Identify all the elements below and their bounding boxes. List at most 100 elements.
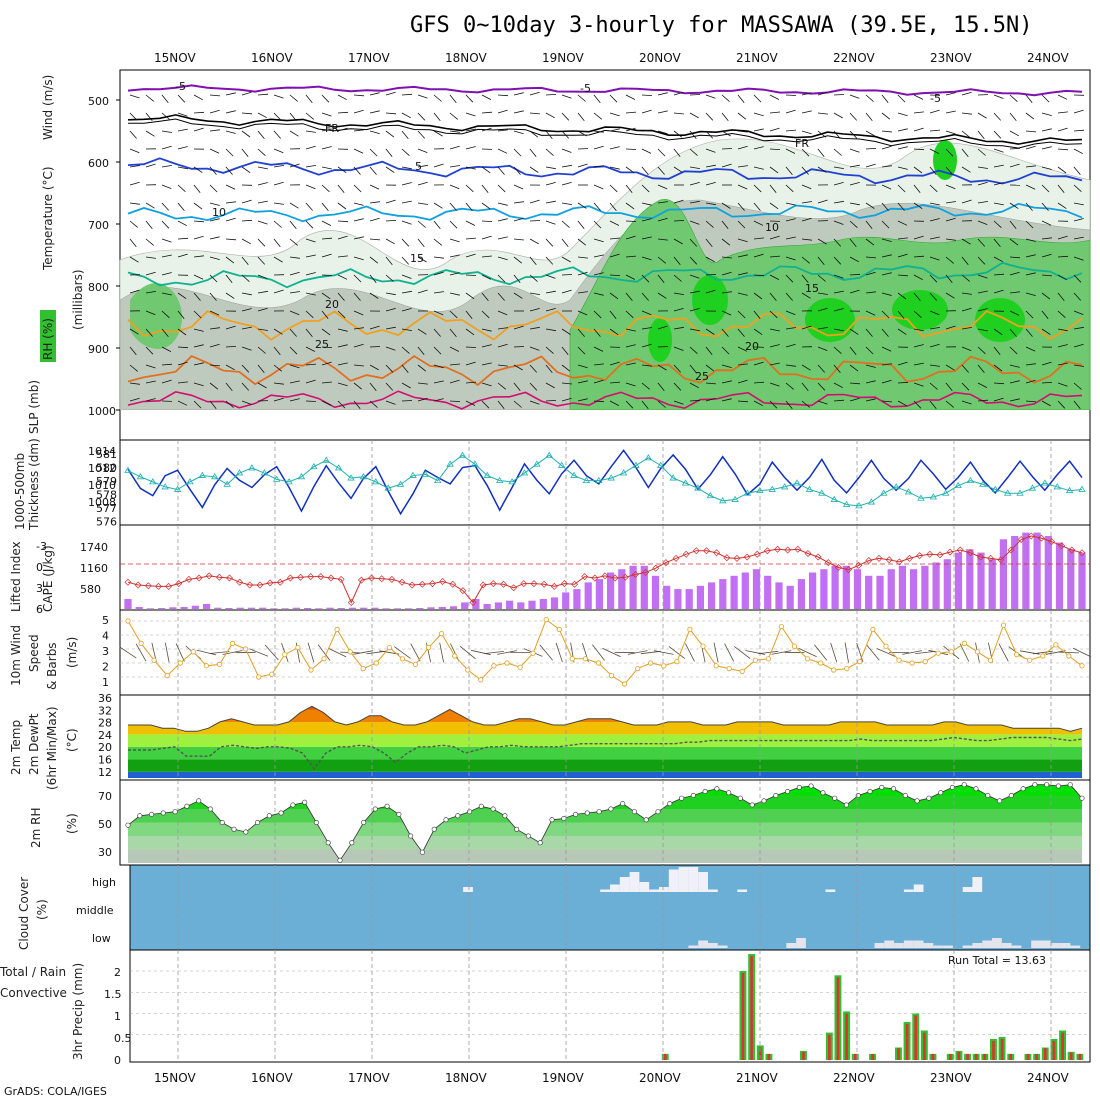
wind-barb [913,328,924,332]
wind-barb [321,94,330,103]
wind-barb [129,181,140,186]
slp-tick: 1014 [88,445,116,458]
cape-bar [191,605,199,609]
wind-barb [833,148,842,156]
wind-barb [449,112,458,120]
cape-bar [809,572,817,609]
wind-barb [785,129,797,132]
wind-barb [945,184,956,190]
cloud-high-bar [737,889,748,892]
rh-marker [1079,795,1085,801]
wind-barb [801,217,812,222]
wind-barb [673,400,684,405]
wind-barb [353,109,364,114]
wind-barb [849,112,857,121]
wind-barb [897,253,908,258]
date-label-top: 16NOV [251,51,293,65]
rh-marker [266,813,272,819]
wind-unit: (m/s) [65,637,79,668]
wind-barb [465,328,475,336]
wind-barb [1057,166,1067,174]
thickness-marker [173,485,182,492]
temp-band [128,771,1082,778]
contour-5 [127,157,1083,185]
wind-barb [721,130,731,137]
lifted-marker [581,573,589,581]
wind-barb [977,112,987,119]
wind-barb [433,220,441,230]
wind-barb [321,253,332,258]
cloud-low-bar [1041,940,1051,948]
wind-barb [721,220,729,230]
rh-marker [172,809,178,815]
wind-speed-marker [674,658,680,665]
thickness-tick: 578 [96,489,117,502]
cape-bar [674,589,682,609]
date-label-bottom: 24NOV [1027,1071,1069,1085]
cape-bar [326,607,334,609]
cape-ylabel2: CAPE (J/kg) [41,545,55,612]
thickness-marker [545,451,553,458]
wind-barb [417,112,426,121]
thickness-tick: 577 [96,502,117,515]
wind-barb [353,129,364,132]
thickness-marker [619,469,628,476]
precip-conv-bar [1044,1048,1047,1060]
cloud-low-bar [962,945,973,948]
wind-barb [193,255,204,258]
lifted-marker [997,556,1005,564]
wind-barb [657,184,668,190]
cloud-high-bar [600,889,610,892]
wind-barb [833,290,844,294]
wind-barb [769,274,780,280]
wind-barb [929,129,941,132]
wind-barb [881,165,892,168]
wind-barb-10m [866,644,880,661]
wind-barb [241,274,250,282]
wind-barb [801,256,810,264]
wind-barb [529,148,537,158]
thickness-marker [657,461,665,468]
wind-barb [193,202,203,210]
wind-barb [273,112,282,121]
wind-barb [689,148,698,156]
wind-barb [529,382,538,391]
wind-barb [593,202,601,211]
wind-barb [145,256,156,259]
wind-barb [673,364,681,373]
wind-barb [433,328,441,337]
wind-barb [497,166,505,175]
wind-barb [657,274,665,284]
wind-barb [561,382,573,385]
rh-green-blob [130,283,182,349]
wind-speed-marker [190,649,196,655]
wind-barb [1041,146,1052,150]
lifted-marker [236,578,244,586]
wind-barb [817,400,828,405]
rh-marker [384,803,390,809]
wind-barb [737,202,745,211]
wind-barb [449,400,461,402]
wind-barb [401,346,410,354]
wind-barb [193,235,204,240]
wind-barb [881,400,893,403]
lifted-marker [794,545,802,553]
wind-barb [785,382,794,390]
lifted-marker [256,581,264,589]
wind-barb [977,382,988,388]
wind-barb [1025,292,1036,296]
thickness-marker [434,476,442,484]
thickness-marker [260,469,268,476]
wind-barb [705,274,717,276]
cape-bar [618,569,626,609]
rh-marker [561,815,567,821]
wind-barb [273,382,284,385]
wind-barb [241,346,252,351]
wind-barb [545,346,554,354]
wind-barb [385,112,397,115]
wind-barb [225,201,236,204]
thickness-marker [372,478,380,485]
wind-barb [993,164,1004,168]
rh-high-blob [692,275,728,325]
